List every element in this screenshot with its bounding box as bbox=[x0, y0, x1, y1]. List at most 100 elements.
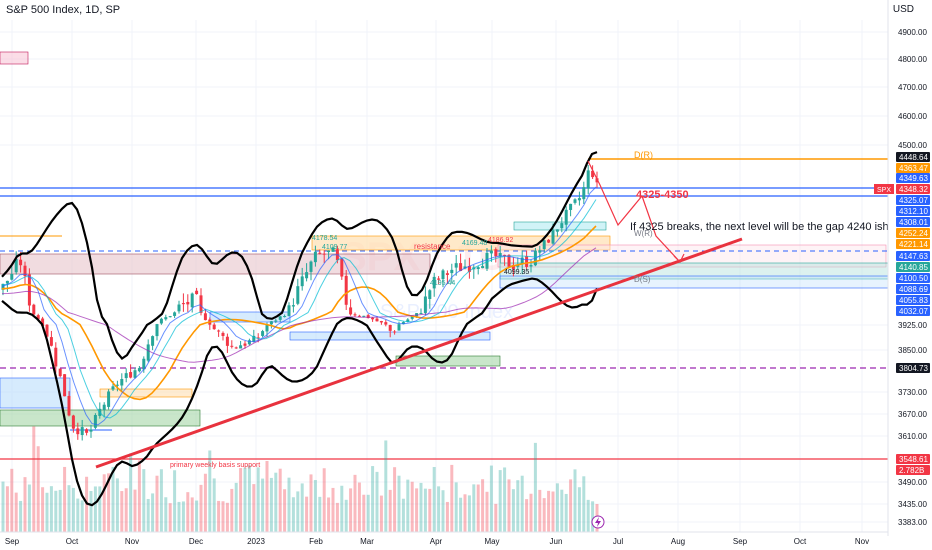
volume-bar bbox=[428, 488, 432, 532]
volume-bar bbox=[217, 500, 221, 532]
volume-bar bbox=[371, 466, 375, 532]
volume-bar bbox=[569, 479, 573, 532]
candle-body bbox=[432, 276, 436, 289]
candle-body bbox=[577, 198, 581, 201]
volume-bar bbox=[58, 489, 62, 532]
candle-body bbox=[265, 324, 269, 332]
volume-bar bbox=[208, 450, 212, 532]
candle-body bbox=[63, 374, 67, 397]
candle-body bbox=[54, 347, 58, 367]
volume-bar bbox=[454, 482, 458, 532]
volume-bar bbox=[124, 488, 128, 532]
annotation-label: 4325-4350 bbox=[636, 189, 689, 201]
price-label: 3804.73 bbox=[899, 364, 928, 373]
candle-body bbox=[481, 266, 485, 269]
moving-average-purple bbox=[1, 247, 597, 363]
volume-bar bbox=[181, 501, 185, 532]
volume-bar bbox=[155, 475, 159, 532]
volume-bar bbox=[441, 490, 445, 532]
candle-body bbox=[406, 319, 410, 322]
volume-bar bbox=[432, 467, 436, 532]
volume-bar bbox=[309, 474, 313, 532]
volume-bar bbox=[287, 477, 291, 532]
volume-bar bbox=[239, 468, 243, 532]
candle-body bbox=[225, 336, 229, 346]
volume-bar bbox=[335, 502, 339, 532]
volume-bar bbox=[388, 489, 392, 532]
volume-bar bbox=[555, 483, 559, 532]
candle-body bbox=[243, 343, 247, 346]
projection-path-b bbox=[641, 195, 681, 263]
price-label: 2.782B bbox=[899, 466, 924, 475]
candle-body bbox=[516, 265, 520, 267]
price-label: 4349.63 bbox=[899, 174, 928, 183]
price-label: 4348.32 bbox=[899, 185, 928, 194]
moving-average-orange bbox=[1, 225, 597, 401]
candle-body bbox=[230, 345, 234, 347]
candle-body bbox=[261, 331, 265, 336]
price-label: 4100.50 bbox=[899, 274, 928, 283]
candle-body bbox=[397, 324, 401, 331]
volume-bar bbox=[415, 488, 419, 532]
volume-bar bbox=[349, 488, 353, 532]
candle-body bbox=[19, 259, 23, 266]
x-tick-label: Feb bbox=[309, 537, 323, 546]
candle-body bbox=[67, 395, 71, 416]
candle-body bbox=[445, 273, 449, 275]
candle-body bbox=[489, 250, 493, 254]
volume-bar bbox=[551, 491, 555, 532]
y-tick-label: 3435.00 bbox=[898, 500, 927, 509]
candle-body bbox=[234, 347, 238, 349]
candle-body bbox=[547, 239, 551, 243]
candle-body bbox=[393, 331, 397, 333]
candle-body bbox=[252, 335, 256, 342]
volume-bar bbox=[67, 485, 71, 532]
volume-bar bbox=[115, 478, 119, 532]
candle-body bbox=[137, 368, 141, 372]
volume-bar bbox=[353, 474, 357, 532]
volume-bar bbox=[186, 492, 190, 532]
volume-bar bbox=[278, 468, 282, 532]
volume-bar bbox=[212, 478, 216, 532]
volume-bar bbox=[168, 503, 172, 532]
candle-body bbox=[371, 317, 375, 320]
candle-body bbox=[551, 230, 555, 244]
volume-bar bbox=[340, 485, 344, 532]
price-label-bg bbox=[896, 184, 930, 194]
candle-body bbox=[247, 340, 251, 345]
volume-bar bbox=[283, 489, 287, 532]
candle-body bbox=[102, 404, 106, 410]
candle-body bbox=[291, 305, 295, 307]
volume-bar bbox=[503, 467, 507, 532]
zone-box-12 bbox=[513, 221, 607, 231]
price-label: 4252.24 bbox=[899, 229, 928, 238]
volume-bar bbox=[146, 498, 150, 532]
candle-body bbox=[27, 274, 31, 306]
price-label: 4363.47 bbox=[899, 164, 928, 173]
volume-bar bbox=[300, 483, 304, 532]
candle-body bbox=[58, 368, 62, 377]
volume-bar bbox=[247, 465, 251, 532]
volume-bar bbox=[243, 467, 247, 532]
x-tick-label: Oct bbox=[794, 537, 807, 546]
candle-body bbox=[586, 170, 590, 189]
candle-body bbox=[419, 312, 423, 314]
volume-bar bbox=[384, 440, 388, 532]
volume-bar bbox=[305, 496, 309, 532]
price-label-bg bbox=[896, 217, 930, 227]
candle-body bbox=[80, 427, 84, 436]
candle-body bbox=[274, 320, 278, 322]
candle-body bbox=[357, 315, 361, 317]
volume-bar bbox=[406, 479, 410, 532]
volume-bar bbox=[19, 500, 23, 532]
volume-bar bbox=[45, 492, 49, 532]
volume-bar bbox=[142, 469, 146, 532]
candle-body bbox=[93, 415, 97, 428]
volume-bar bbox=[516, 480, 520, 532]
candle-body bbox=[582, 187, 586, 200]
volume-bar bbox=[265, 460, 269, 532]
price-label: 4055.83 bbox=[899, 296, 928, 305]
price-label-bg bbox=[896, 284, 930, 294]
